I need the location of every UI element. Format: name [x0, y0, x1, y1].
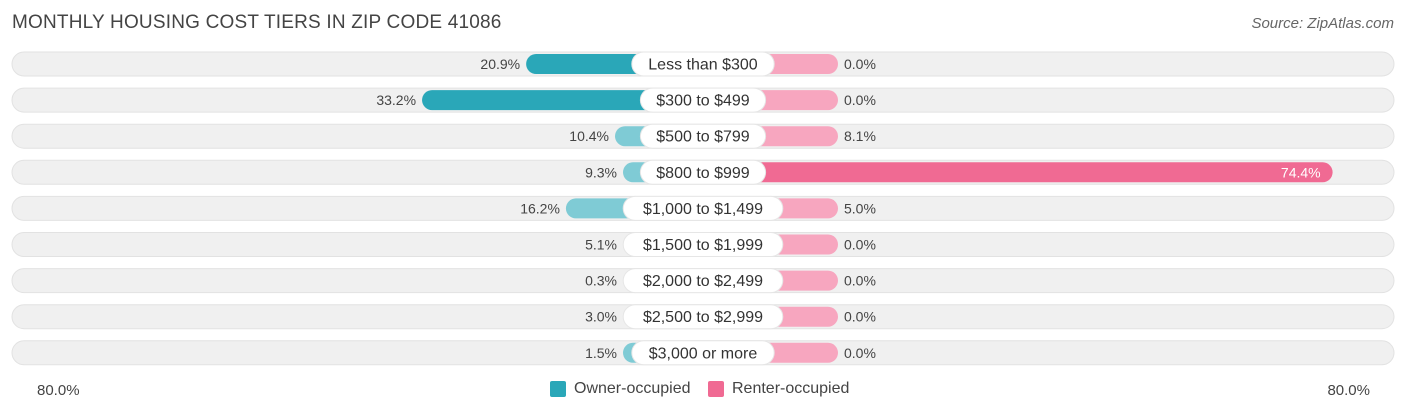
owner-value-label: 0.3% — [585, 273, 617, 289]
diverging-bar-chart: Less than $300 20.9% 0.0% $300 to $499 33.2%… — [11, 51, 1395, 366]
chart-title: MONTHLY HOUSING COST TIERS IN ZIP CODE 4… — [12, 12, 502, 33]
renter-value-label: 0.0% — [844, 309, 876, 325]
legend: Owner-occupied Renter-occupied — [0, 380, 1406, 402]
owner-bar — [422, 90, 713, 111]
legend-swatch-renter — [708, 381, 724, 397]
owner-value-label: 16.2% — [520, 200, 560, 216]
owner-value-label: 3.0% — [585, 309, 617, 325]
category-label-pill — [622, 268, 784, 294]
owner-value-label: 33.2% — [376, 92, 416, 108]
legend-item-renter: Renter-occupied — [708, 380, 849, 398]
category-label: $300 to $499 — [656, 93, 750, 110]
renter-value-label: 8.1% — [844, 128, 876, 144]
renter-value-label: 0.0% — [844, 345, 876, 361]
category-label-pill — [622, 304, 784, 330]
category-label: $3,000 or more — [649, 345, 758, 362]
renter-value-label: 0.0% — [844, 237, 876, 253]
owner-value-label: 5.1% — [585, 237, 617, 253]
axis-left-label: 80.0% — [37, 382, 80, 399]
owner-value-label: 9.3% — [585, 164, 617, 180]
category-label: Less than $300 — [648, 57, 758, 74]
renter-bar — [693, 162, 1333, 183]
category-label-pill — [631, 51, 775, 77]
category-label-pill — [639, 159, 767, 185]
category-label: $2,000 to $2,499 — [643, 273, 763, 290]
legend-item-owner: Owner-occupied — [550, 380, 691, 398]
category-label-pill — [639, 123, 767, 149]
renter-value-label: 0.0% — [844, 56, 876, 72]
owner-value-label: 1.5% — [585, 345, 617, 361]
renter-value-label: 5.0% — [844, 200, 876, 216]
category-label: $1,000 to $1,499 — [643, 201, 763, 218]
category-label-pill — [622, 195, 784, 221]
legend-swatch-owner — [550, 381, 566, 397]
category-label: $800 to $999 — [656, 165, 750, 182]
legend-label-renter: Renter-occupied — [732, 380, 850, 397]
category-label: $500 to $799 — [656, 129, 750, 146]
renter-value-label: 0.0% — [844, 92, 876, 108]
category-label: $2,500 to $2,999 — [643, 309, 763, 326]
owner-value-label: 10.4% — [569, 128, 609, 144]
owner-value-label: 20.9% — [480, 56, 520, 72]
renter-value-label: 0.0% — [844, 273, 876, 289]
chart-source: Source: ZipAtlas.com — [1251, 15, 1394, 32]
category-label-pill — [639, 87, 767, 113]
category-label-pill — [631, 340, 775, 366]
category-label: $1,500 to $1,999 — [643, 237, 763, 254]
axis-right-label: 80.0% — [1327, 382, 1370, 399]
legend-label-owner: Owner-occupied — [574, 380, 691, 397]
renter-value-label: 74.4% — [1281, 164, 1321, 180]
category-label-pill — [622, 232, 784, 257]
